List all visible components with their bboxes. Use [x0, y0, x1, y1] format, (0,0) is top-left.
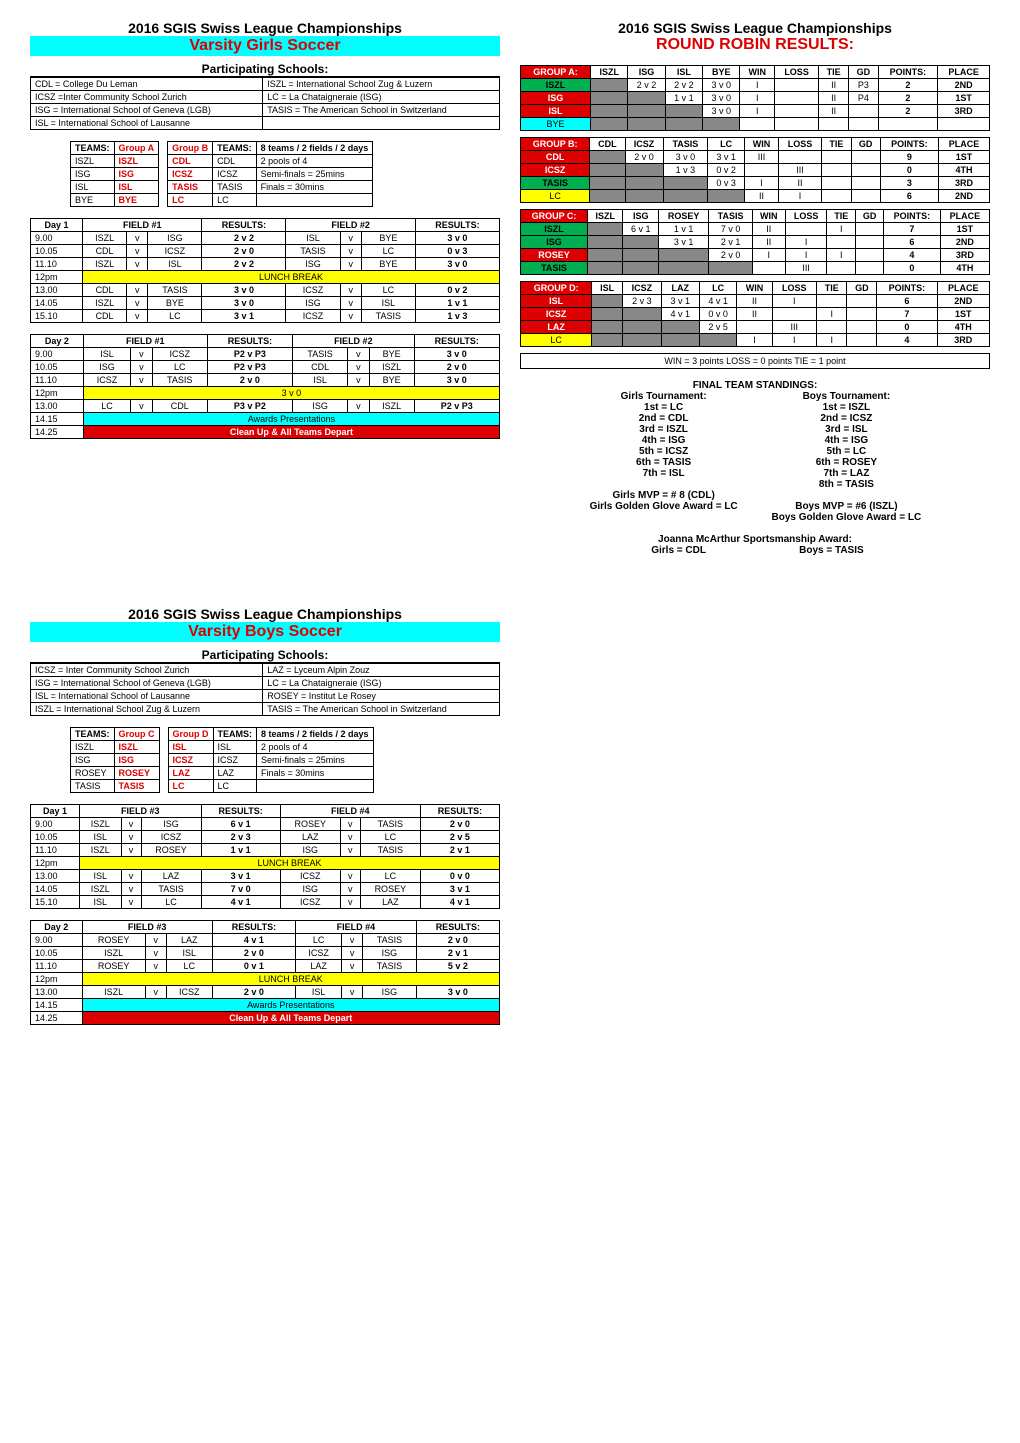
boys-teams-table: TEAMS:Group CGroup DTEAMS:8 teams / 2 fi…	[70, 727, 374, 793]
boys-day2-table: Day 2FIELD #3RESULTS:FIELD #4RESULTS:9.0…	[30, 920, 500, 1025]
boys-schools-header: Participating Schools:	[30, 648, 500, 663]
legend: WIN = 3 points LOSS = 0 points TIE = 1 p…	[520, 353, 990, 369]
girls-day1-table: Day 1FIELD #1RESULTS:FIELD #2RESULTS:9.0…	[30, 218, 500, 323]
boys-day1-table: Day 1FIELD #3RESULTS:FIELD #4RESULTS:9.0…	[30, 804, 500, 909]
boys-schools-table: ICSZ = Inter Community School ZurichLAZ …	[30, 663, 500, 716]
standings-title: FINAL TEAM STANDINGS:	[520, 380, 990, 391]
results-section: 2016 SGIS Swiss League Championships ROU…	[520, 20, 990, 556]
girls-schools-header: Participating Schools:	[30, 62, 500, 77]
results-title1: 2016 SGIS Swiss League Championships	[520, 20, 990, 36]
girls-section: 2016 SGIS Swiss League Championships Var…	[30, 20, 500, 556]
girls-title2: Varsity Girls Soccer	[30, 36, 500, 56]
standings: FINAL TEAM STANDINGS: Girls Tournament: …	[520, 380, 990, 556]
results-title2: ROUND ROBIN RESULTS:	[520, 36, 990, 54]
girls-teams-table: TEAMS:Group AGroup BTEAMS:8 teams / 2 fi…	[70, 141, 373, 207]
boys-tournament: Boys Tournament: 1st = ISZL2nd = ICSZ3rd…	[756, 391, 936, 490]
girls-tournament: Girls Tournament: 1st = LC2nd = CDL3rd =…	[574, 391, 754, 479]
boys-section: 2016 SGIS Swiss League Championships Var…	[30, 606, 500, 1025]
boys-title1: 2016 SGIS Swiss League Championships	[30, 606, 500, 622]
girls-schools-table: CDL = College Du LemanISZL = Internation…	[30, 77, 500, 130]
girls-day2-table: Day 2FIELD #1RESULTS:FIELD #2RESULTS:9.0…	[30, 334, 500, 439]
girls-title1: 2016 SGIS Swiss League Championships	[30, 20, 500, 36]
boys-title2: Varsity Boys Soccer	[30, 622, 500, 642]
